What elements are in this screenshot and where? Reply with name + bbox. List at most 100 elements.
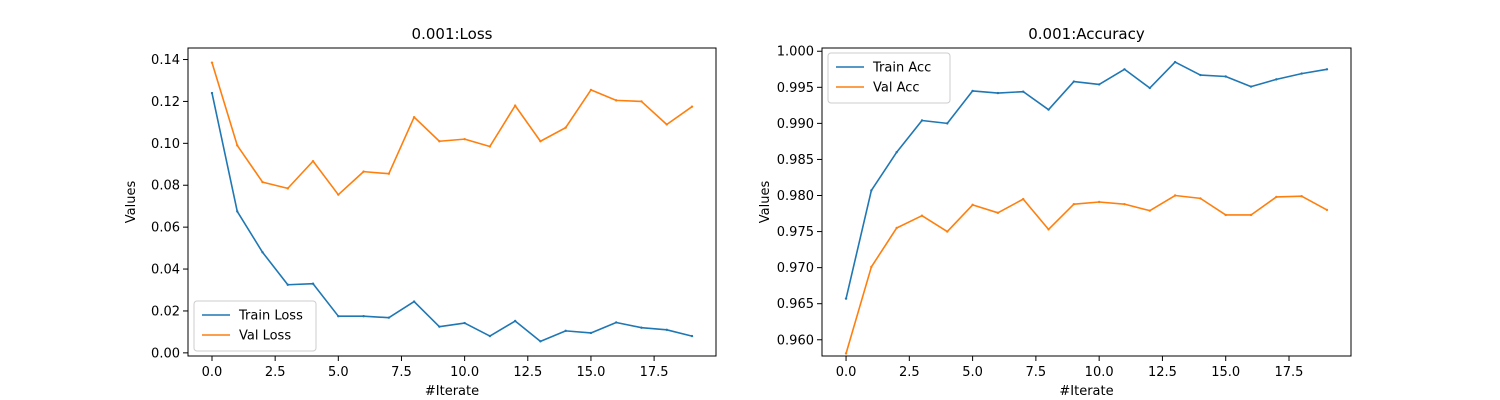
data-point-train-loss <box>286 283 289 286</box>
data-point-val-acc <box>1148 209 1151 212</box>
data-point-val-acc <box>946 230 949 233</box>
loss-panel: 0.0 2.5 5.0 7.5 10.0 12.5 15.0 17.5 0.00 0.02 0.04… <box>124 25 717 399</box>
series-line-train-acc <box>845 61 1328 300</box>
data-point-train-acc <box>1173 60 1177 64</box>
accuracy-y-tick-label: 0.975 <box>777 225 814 240</box>
loss-y-tick-label: 0.04 <box>151 263 180 278</box>
data-point-train-acc <box>1072 80 1076 83</box>
data-point-val-loss <box>210 61 214 64</box>
data-point-val-loss <box>539 140 542 143</box>
loss-plot-frame <box>187 47 717 357</box>
data-point-val-acc <box>1249 213 1253 217</box>
data-point-val-acc <box>996 211 1000 215</box>
loss-y-tick-label: 0.00 <box>151 346 180 361</box>
accuracy-x-tick-label: 2.5 <box>899 365 920 380</box>
data-point-val-acc <box>1275 195 1278 199</box>
data-point-val-loss <box>513 104 517 107</box>
data-point-train-loss <box>589 331 593 335</box>
data-point-train-loss <box>690 334 694 338</box>
data-point-train-loss <box>539 340 542 343</box>
data-point-train-loss <box>513 319 517 323</box>
data-point-train-loss <box>488 334 492 338</box>
data-point-val-loss <box>337 193 340 196</box>
accuracy-x-axis-label: #Iterate <box>1059 384 1113 399</box>
data-point-val-acc <box>1325 208 1329 212</box>
data-point-val-acc <box>971 203 974 207</box>
data-point-val-acc <box>1173 194 1177 197</box>
legend-label-val-loss: Val Loss <box>239 329 291 344</box>
data-point-val-loss <box>463 137 466 141</box>
loss-y-tick-label: 0.12 <box>151 95 180 110</box>
data-point-val-loss <box>488 145 492 148</box>
data-point-train-acc <box>971 89 974 93</box>
accuracy-y-tick-label: 1.000 <box>777 45 814 60</box>
data-point-train-loss <box>311 282 315 285</box>
accuracy-y-tick-label: 0.990 <box>777 117 814 132</box>
accuracy-panel: 0.0 2.5 5.0 7.5 10.0 12.5 15.0 17.5 0.960 0.965 0.… <box>758 25 1352 399</box>
data-point-train-loss <box>665 328 668 332</box>
data-point-val-loss <box>665 123 668 126</box>
data-point-train-loss <box>615 321 618 324</box>
accuracy-y-tick-label: 0.985 <box>777 153 814 168</box>
data-point-val-acc <box>1199 197 1202 200</box>
accuracy-x-tick-label: 15.0 <box>1211 365 1240 380</box>
data-point-train-acc <box>1325 68 1329 71</box>
data-point-train-acc <box>1199 73 1202 77</box>
accuracy-chart-title: 0.001:Accuracy <box>1028 25 1145 43</box>
data-point-train-loss <box>362 314 365 318</box>
data-point-val-acc <box>1097 200 1101 204</box>
accuracy-y-tick-label: 0.965 <box>777 297 814 312</box>
legend-label-val-acc: Val Acc <box>873 81 920 96</box>
data-point-val-loss <box>640 100 643 103</box>
loss-y-tick-label: 0.10 <box>151 137 180 152</box>
data-point-train-acc <box>1275 78 1278 81</box>
data-point-train-acc <box>1047 108 1050 111</box>
accuracy-y-axis-label: Values <box>758 181 773 224</box>
data-point-train-acc <box>1123 68 1126 71</box>
data-point-val-loss <box>311 159 315 163</box>
data-point-train-loss <box>640 326 643 329</box>
loss-x-tick-label: 10.0 <box>450 365 479 380</box>
loss-x-axis-label: #Iterate <box>425 384 479 399</box>
loss-x-tick-label: 17.5 <box>640 365 669 380</box>
data-point-val-acc <box>870 265 873 269</box>
data-point-val-loss <box>690 105 694 108</box>
data-point-val-acc <box>1047 228 1050 231</box>
accuracy-x-tick-label: 10.0 <box>1085 365 1114 380</box>
data-point-train-acc <box>1300 72 1303 75</box>
data-point-val-loss <box>615 99 618 102</box>
accuracy-legend: Train Acc Val Acc <box>827 52 951 104</box>
data-point-train-acc <box>1097 83 1101 86</box>
loss-y-axis-label: Values <box>124 181 139 224</box>
data-point-train-loss <box>412 300 416 303</box>
data-point-val-loss <box>412 115 416 119</box>
accuracy-x-tick-label: 17.5 <box>1275 365 1304 380</box>
data-point-train-loss <box>387 316 391 319</box>
data-point-val-acc <box>1123 202 1126 206</box>
data-point-train-loss <box>564 329 567 333</box>
data-point-train-loss <box>261 251 264 254</box>
series-line-val-loss <box>211 61 693 196</box>
accuracy-x-tick-label: 5.0 <box>962 365 983 380</box>
accuracy-y-tick-label: 0.980 <box>777 189 814 204</box>
loss-x-tick-label: 7.5 <box>391 365 412 380</box>
data-point-val-acc <box>1072 202 1076 206</box>
data-point-train-acc <box>895 151 898 154</box>
accuracy-x-tick-label: 0.0 <box>836 365 857 380</box>
data-point-val-loss <box>362 170 365 173</box>
loss-legend: Train Loss Val Loss <box>193 300 317 352</box>
data-point-val-acc <box>1300 195 1303 198</box>
data-point-val-loss <box>261 180 264 184</box>
data-point-train-acc <box>870 189 873 192</box>
loss-legend-box <box>193 300 317 352</box>
loss-x-tick-label: 2.5 <box>265 365 286 380</box>
loss-x-tick-label: 0.0 <box>202 365 223 380</box>
data-point-val-loss <box>236 144 239 147</box>
data-point-train-acc <box>1022 90 1025 93</box>
data-point-val-loss <box>564 126 567 129</box>
data-point-train-loss <box>438 325 441 328</box>
accuracy-y-tick-label: 0.960 <box>777 333 814 348</box>
data-point-val-loss <box>438 140 441 143</box>
data-point-train-loss <box>236 210 239 213</box>
